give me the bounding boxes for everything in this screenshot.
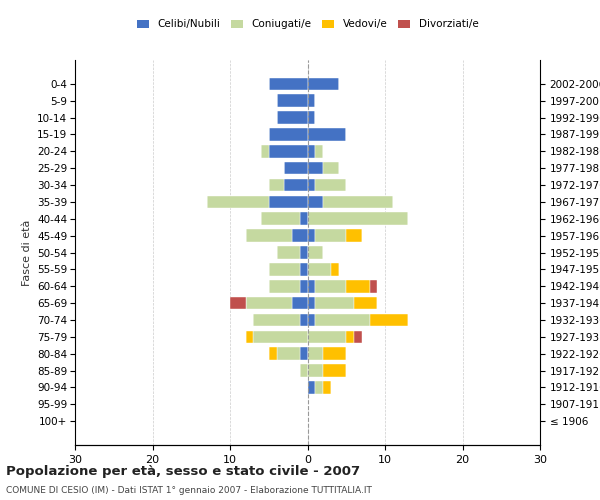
Bar	[300, 212, 308, 225]
Bar	[261, 212, 300, 225]
Bar	[269, 178, 284, 192]
Bar	[323, 348, 346, 360]
Bar	[308, 230, 315, 242]
Bar	[370, 314, 408, 326]
Bar	[331, 263, 338, 276]
Bar	[207, 196, 269, 208]
Bar	[308, 196, 323, 208]
Bar	[245, 230, 292, 242]
Text: Popolazione per età, sesso e stato civile - 2007: Popolazione per età, sesso e stato civil…	[6, 464, 360, 477]
Bar	[308, 94, 315, 107]
Bar	[370, 280, 377, 292]
Bar	[230, 297, 245, 310]
Bar	[269, 128, 308, 141]
Bar	[269, 280, 300, 292]
Bar	[323, 364, 346, 377]
Bar	[308, 78, 338, 90]
Bar	[292, 297, 308, 310]
Bar	[315, 230, 346, 242]
Bar	[308, 263, 331, 276]
Text: COMUNE DI CESIO (IM) - Dati ISTAT 1° gennaio 2007 - Elaborazione TUTTITALIA.IT: COMUNE DI CESIO (IM) - Dati ISTAT 1° gen…	[6, 486, 372, 495]
Bar	[269, 263, 300, 276]
Bar	[354, 297, 377, 310]
Bar	[292, 230, 308, 242]
Bar	[308, 111, 315, 124]
Bar	[253, 314, 300, 326]
Bar	[269, 145, 308, 158]
Bar	[308, 162, 323, 174]
Bar	[323, 162, 338, 174]
Bar	[346, 230, 362, 242]
Bar	[277, 348, 300, 360]
Bar	[277, 94, 308, 107]
Bar	[323, 381, 331, 394]
Bar	[308, 297, 315, 310]
Bar	[308, 348, 323, 360]
Bar	[315, 297, 354, 310]
Bar	[346, 280, 370, 292]
Bar	[315, 314, 370, 326]
Bar	[323, 196, 393, 208]
Legend: Celibi/Nubili, Coniugati/e, Vedovi/e, Divorziati/e: Celibi/Nubili, Coniugati/e, Vedovi/e, Di…	[133, 15, 482, 34]
Bar	[308, 381, 315, 394]
Bar	[300, 314, 308, 326]
Bar	[346, 330, 354, 343]
Bar	[315, 178, 346, 192]
Bar	[284, 178, 308, 192]
Bar	[315, 145, 323, 158]
Bar	[308, 246, 323, 259]
Bar	[261, 145, 269, 158]
Bar	[315, 381, 323, 394]
Bar	[300, 263, 308, 276]
Bar	[308, 364, 323, 377]
Bar	[269, 196, 308, 208]
Bar	[308, 280, 315, 292]
Bar	[253, 330, 308, 343]
Bar	[245, 330, 253, 343]
Bar	[308, 128, 346, 141]
Bar	[315, 280, 346, 292]
Bar	[269, 78, 308, 90]
Bar	[277, 111, 308, 124]
Bar	[269, 348, 277, 360]
Bar	[277, 246, 300, 259]
Bar	[300, 246, 308, 259]
Bar	[308, 145, 315, 158]
Bar	[245, 297, 292, 310]
Bar	[284, 162, 308, 174]
Bar	[308, 212, 408, 225]
Bar	[308, 178, 315, 192]
Bar	[300, 364, 308, 377]
Bar	[308, 314, 315, 326]
Bar	[354, 330, 362, 343]
Bar	[300, 280, 308, 292]
Bar	[308, 330, 346, 343]
Bar	[300, 348, 308, 360]
Y-axis label: Fasce di età: Fasce di età	[22, 220, 32, 286]
